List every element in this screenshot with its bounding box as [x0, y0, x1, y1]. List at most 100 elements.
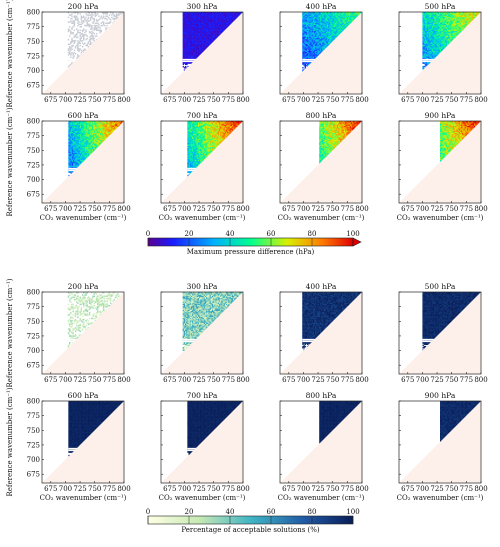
heatmap-cell: [208, 33, 210, 35]
heatmap-cell: [193, 41, 195, 43]
heatmap-cell: [190, 14, 193, 16]
heatmap-cell: [188, 33, 190, 35]
heatmap-cell: [203, 34, 206, 36]
heatmap-cell: [85, 38, 87, 41]
heatmap-cell: [187, 13, 189, 15]
heatmap-cell: [304, 43, 307, 46]
heatmap-cell: [195, 35, 198, 37]
heatmap-cell: [217, 33, 220, 35]
heatmap-cell: [80, 51, 83, 54]
heatmap-cell: [331, 13, 334, 15]
heatmap-cell: [217, 29, 220, 32]
heatmap-cell: [308, 56, 310, 58]
heatmap-cell: [206, 36, 208, 39]
heatmap-cell: [70, 42, 72, 44]
heatmap-cell: [183, 45, 186, 48]
heatmap-cell: [303, 63, 305, 66]
heatmap-cell: [328, 14, 330, 16]
heatmap-cell: [100, 22, 103, 25]
heatmap-cell: [319, 14, 322, 16]
heatmap-cell: [316, 29, 318, 32]
heatmap-cell: [188, 37, 190, 40]
heatmap-cell: [328, 22, 330, 25]
heatmap-cell: [86, 24, 88, 27]
heatmap-cell: [185, 56, 187, 58]
heatmap-cell: [308, 23, 310, 26]
heatmap-cell: [316, 30, 318, 33]
heatmap-cell: [316, 41, 318, 43]
heatmap-cell: [305, 43, 308, 46]
heatmap-cell: [193, 17, 195, 20]
heatmap-cell: [325, 27, 328, 29]
heatmap-cell: [185, 53, 187, 55]
heatmap-cell: [328, 37, 330, 40]
heatmap-cell: [228, 23, 230, 26]
heatmap-cell: [74, 45, 77, 48]
heatmap-cell: [182, 57, 185, 60]
heatmap-cell: [190, 16, 193, 19]
heatmap-cell: [303, 35, 305, 37]
heatmap-cell: [185, 28, 187, 30]
heatmap-cell: [305, 12, 308, 14]
heatmap-cell: [207, 20, 209, 22]
heatmap-cell: [204, 43, 207, 46]
heatmap-cell: [310, 23, 312, 26]
heatmap-cell: [196, 30, 199, 33]
heatmap-cell: [304, 23, 307, 26]
heatmap-cell: [330, 29, 332, 32]
heatmap-cell: [310, 49, 312, 51]
heatmap-cell: [192, 49, 194, 51]
heatmap-cell: [321, 22, 323, 25]
heatmap-cell: [196, 45, 199, 48]
heatmap-cell: [303, 54, 305, 56]
heatmap-cell: [323, 12, 325, 14]
heatmap-cell: [99, 30, 101, 33]
heatmap-cell: [220, 17, 222, 20]
heatmap-cell: [186, 26, 188, 28]
heatmap-cell: [310, 28, 312, 30]
heatmap-cell: [192, 55, 194, 57]
heatmap-cell: [224, 23, 227, 26]
heatmap-cell: [302, 30, 304, 33]
heatmap-cell: [189, 12, 192, 14]
heatmap-cell: [68, 48, 71, 50]
heatmap-cell: [310, 54, 312, 56]
heatmap-cell: [186, 29, 188, 32]
heatmap-cell: [84, 19, 86, 21]
heatmap-cell: [186, 49, 188, 51]
heatmap-cell: [209, 28, 212, 30]
heatmap-cell: [77, 13, 79, 15]
heatmap-cell: [312, 33, 315, 35]
heatmap-cell: [195, 56, 198, 58]
heatmap-cell: [310, 26, 312, 28]
heatmap-cell: [187, 23, 189, 26]
heatmap-cell: [322, 13, 324, 15]
heatmap-cell: [328, 34, 330, 36]
panel-max-pressure-600-hpa: [41, 120, 125, 204]
heatmap-cell: [187, 22, 189, 25]
heatmap-cell: [185, 54, 187, 56]
heatmap-cell: [306, 43, 309, 46]
heatmap-cell: [303, 51, 305, 54]
heatmap-cell: [237, 14, 240, 16]
heatmap-cell: [325, 15, 328, 17]
heatmap-cell: [203, 19, 206, 21]
heatmap-cell: [207, 29, 209, 32]
heatmap-cell: [203, 47, 206, 49]
heatmap-cell: [227, 15, 229, 17]
heatmap-cell: [328, 15, 330, 17]
heatmap-cell: [324, 12, 326, 14]
heatmap-cell: [319, 49, 322, 51]
heatmap-cell: [325, 26, 328, 28]
heatmap-cell: [206, 40, 208, 42]
heatmap-cell: [309, 35, 311, 37]
heatmap-cell: [70, 17, 72, 20]
heatmap-cell: [313, 13, 316, 15]
heatmap-cell: [192, 37, 194, 40]
heatmap-cell: [322, 37, 324, 40]
heatmap-cell: [309, 43, 311, 46]
heatmap-cell: [226, 23, 228, 26]
heatmap-cell: [211, 21, 214, 23]
heatmap-cell: [208, 43, 210, 46]
heatmap-cell: [187, 14, 189, 16]
